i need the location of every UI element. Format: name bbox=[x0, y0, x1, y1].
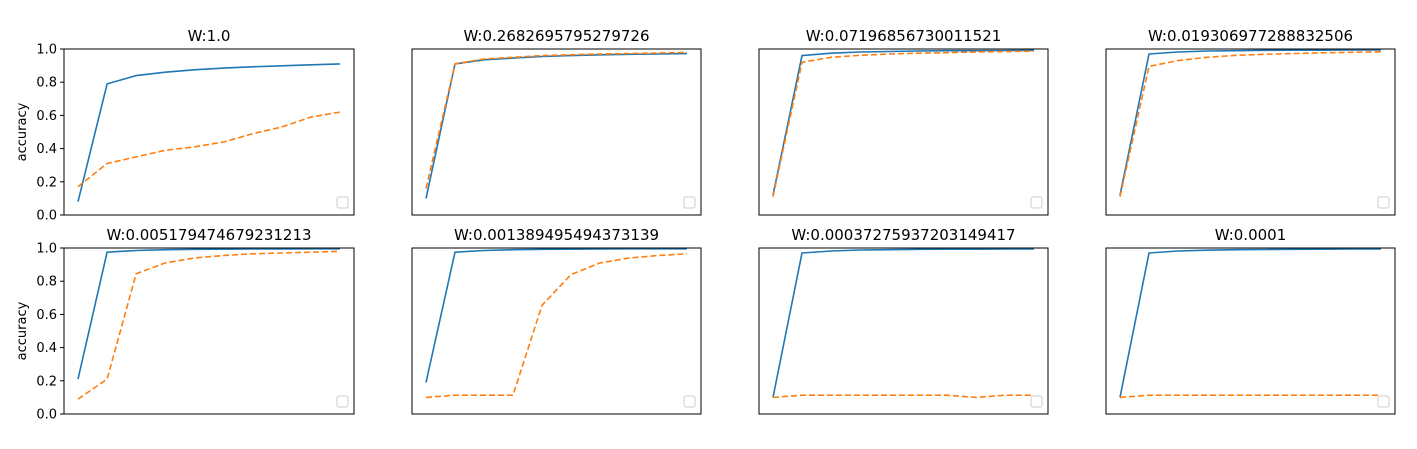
series-line-dashed bbox=[772, 394, 1034, 399]
series-line-solid bbox=[1119, 248, 1381, 398]
series-line-dashed bbox=[1119, 394, 1381, 399]
subplot-title: W:0.019306977288832506 bbox=[1148, 27, 1353, 45]
y-tick-label: 1.0 bbox=[36, 43, 57, 58]
subplot-title: W:1.0 bbox=[188, 27, 231, 45]
legend-box bbox=[683, 196, 696, 209]
y-tick-label: 0.4 bbox=[36, 142, 57, 157]
legend-box bbox=[1377, 395, 1390, 408]
series-line-dashed bbox=[77, 111, 341, 188]
series-line-solid bbox=[1119, 49, 1381, 196]
subplot-title: W:0.001389495494373139 bbox=[454, 226, 659, 244]
subplot-title: W:0.2682695795279726 bbox=[463, 27, 649, 45]
subplot-6: W:0.001389495494373139 bbox=[411, 226, 702, 415]
y-tick-label: 0.0 bbox=[36, 209, 57, 224]
subplot-8: W:0.0001 bbox=[1105, 226, 1396, 415]
series-line-solid bbox=[77, 248, 340, 380]
subplot-title: W:0.0001 bbox=[1215, 226, 1287, 244]
series-line-solid bbox=[425, 248, 687, 383]
series-line-solid bbox=[772, 248, 1034, 398]
series-line-dashed bbox=[425, 253, 688, 399]
subplot-title: W:0.00037275937203149417 bbox=[791, 226, 1015, 244]
y-axis-label: accuracy bbox=[15, 102, 30, 161]
series-line-solid bbox=[77, 63, 341, 202]
legend-box bbox=[336, 196, 349, 209]
legend-box bbox=[1377, 196, 1390, 209]
axes-frame bbox=[63, 247, 355, 415]
y-tick-label: 0.6 bbox=[36, 308, 57, 323]
y-tick-label: 0.8 bbox=[36, 275, 57, 290]
legend-box bbox=[1030, 395, 1043, 408]
series-line-solid bbox=[425, 52, 688, 199]
legend-box bbox=[336, 395, 349, 408]
y-axis-label: accuracy bbox=[15, 301, 30, 360]
y-tick-label: 0.2 bbox=[36, 175, 57, 190]
axes-frame bbox=[758, 48, 1049, 216]
legend-box bbox=[683, 395, 696, 408]
series-line-dashed bbox=[772, 50, 1035, 197]
subplot-1: W:1.0 0.0 0.2 0.4 0.6 0.8 1.0 accuracy bbox=[15, 27, 355, 224]
series-line-dashed bbox=[77, 250, 341, 400]
subplot-title: W:0.005179474679231213 bbox=[106, 226, 311, 244]
subplot-7: W:0.00037275937203149417 bbox=[758, 226, 1049, 415]
subplot-2: W:0.2682695795279726 bbox=[411, 27, 702, 216]
y-tick-label: 1.0 bbox=[36, 242, 57, 257]
y-tick-label: 0.0 bbox=[36, 408, 57, 423]
series-line-dashed bbox=[425, 51, 688, 189]
subplot-title: W:0.07196856730011521 bbox=[806, 27, 1002, 45]
axes-frame bbox=[1105, 48, 1396, 216]
axes-frame bbox=[411, 48, 702, 216]
subplot-5: W:0.005179474679231213 0.0 0.2 0.4 0.6 0.8 1.0… bbox=[15, 226, 355, 423]
y-tick-label: 0.2 bbox=[36, 374, 57, 389]
series-line-dashed bbox=[1119, 51, 1382, 197]
y-tick-label: 0.8 bbox=[36, 76, 57, 91]
axes-frame bbox=[1105, 247, 1396, 415]
subplot-4: W:0.019306977288832506 bbox=[1105, 27, 1396, 216]
series-line-solid bbox=[772, 49, 1035, 196]
axes-frame bbox=[411, 247, 702, 415]
axes-frame bbox=[63, 48, 355, 216]
y-tick-label: 0.4 bbox=[36, 341, 57, 356]
legend-box bbox=[1030, 196, 1043, 209]
subplot-3: W:0.07196856730011521 bbox=[758, 27, 1049, 216]
axes-frame bbox=[758, 247, 1049, 415]
y-tick-label: 0.6 bbox=[36, 109, 57, 124]
